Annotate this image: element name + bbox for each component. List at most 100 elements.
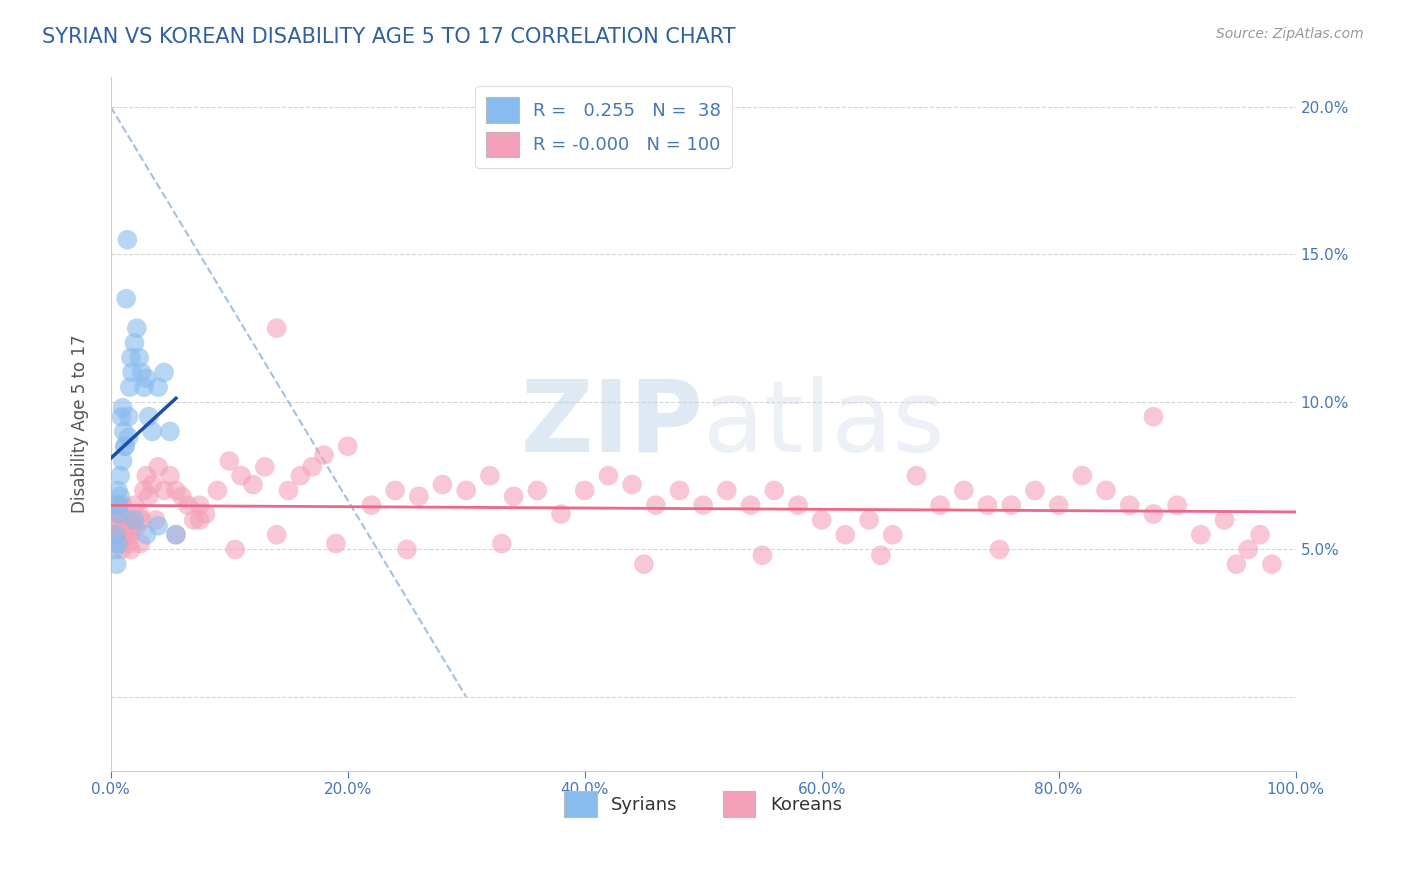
Point: [432, 477, 454, 491]
Point: [124, 498, 146, 512]
Y-axis label: Disability Age 5 to 17: Disability Age 5 to 17: [72, 334, 89, 513]
Point: [1000, 498, 1022, 512]
Point: [108, 527, 131, 541]
Point: [107, 536, 129, 550]
Point: [266, 527, 288, 541]
Point: [138, 409, 160, 424]
Point: [135, 371, 157, 385]
Point: [103, 527, 125, 541]
Point: [312, 448, 335, 462]
Point: [118, 527, 141, 541]
Point: [105, 513, 128, 527]
Point: [598, 468, 620, 483]
Point: [834, 527, 856, 541]
Point: [384, 483, 406, 498]
Point: [1095, 483, 1118, 498]
Text: Source: ZipAtlas.com: Source: ZipAtlas.com: [1216, 27, 1364, 41]
Point: [1071, 468, 1094, 483]
Text: atlas: atlas: [703, 376, 945, 473]
Point: [120, 542, 142, 557]
Point: [336, 439, 359, 453]
Point: [478, 468, 501, 483]
Point: [124, 513, 146, 527]
Point: [870, 549, 893, 563]
Point: [112, 425, 135, 439]
Point: [128, 507, 150, 521]
Point: [290, 468, 312, 483]
Point: [159, 425, 181, 439]
Point: [456, 483, 478, 498]
Point: [165, 483, 187, 498]
Point: [550, 507, 572, 521]
Point: [111, 401, 134, 415]
Point: [108, 498, 131, 512]
Point: [408, 489, 430, 503]
Point: [905, 468, 928, 483]
Point: [224, 542, 246, 557]
Point: [325, 536, 347, 550]
Point: [668, 483, 690, 498]
Point: [114, 519, 136, 533]
Point: [1118, 498, 1140, 512]
Point: [183, 513, 205, 527]
Point: [574, 483, 596, 498]
Point: [131, 513, 153, 527]
Point: [395, 542, 418, 557]
Point: [117, 430, 139, 444]
Point: [110, 409, 132, 424]
Point: [633, 558, 655, 572]
Point: [301, 459, 323, 474]
Point: [976, 498, 998, 512]
Point: [1189, 527, 1212, 541]
Point: [146, 459, 169, 474]
Point: [1166, 498, 1188, 512]
Point: [229, 468, 252, 483]
Point: [115, 292, 138, 306]
Point: [159, 468, 181, 483]
Point: [110, 536, 132, 550]
Point: [135, 468, 157, 483]
Point: [104, 527, 127, 541]
Point: [110, 468, 132, 483]
Text: ZIP: ZIP: [520, 376, 703, 473]
Point: [138, 489, 160, 503]
Point: [188, 498, 211, 512]
Point: [1142, 409, 1164, 424]
Point: [120, 351, 142, 365]
Point: [111, 454, 134, 468]
Point: [110, 489, 132, 503]
Point: [953, 483, 976, 498]
Point: [177, 498, 200, 512]
Point: [105, 498, 128, 512]
Point: [153, 366, 176, 380]
Point: [716, 483, 738, 498]
Point: [1213, 513, 1236, 527]
Point: [125, 519, 148, 533]
Point: [1047, 498, 1070, 512]
Point: [121, 519, 143, 533]
Point: [117, 536, 139, 550]
Point: [141, 477, 163, 491]
Point: [277, 483, 299, 498]
Point: [146, 519, 169, 533]
Point: [1261, 558, 1284, 572]
Point: [141, 425, 163, 439]
Point: [692, 498, 714, 512]
Point: [117, 409, 139, 424]
Point: [882, 527, 904, 541]
Point: [242, 477, 264, 491]
Point: [787, 498, 810, 512]
Point: [124, 335, 146, 350]
Point: [929, 498, 952, 512]
Point: [218, 454, 240, 468]
Point: [491, 536, 513, 550]
Point: [763, 483, 786, 498]
Point: [165, 527, 187, 541]
Point: [107, 519, 129, 533]
Point: [103, 542, 125, 557]
Point: [207, 483, 229, 498]
Point: [110, 507, 132, 521]
Point: [858, 513, 880, 527]
Point: [118, 380, 141, 394]
Point: [132, 483, 155, 498]
